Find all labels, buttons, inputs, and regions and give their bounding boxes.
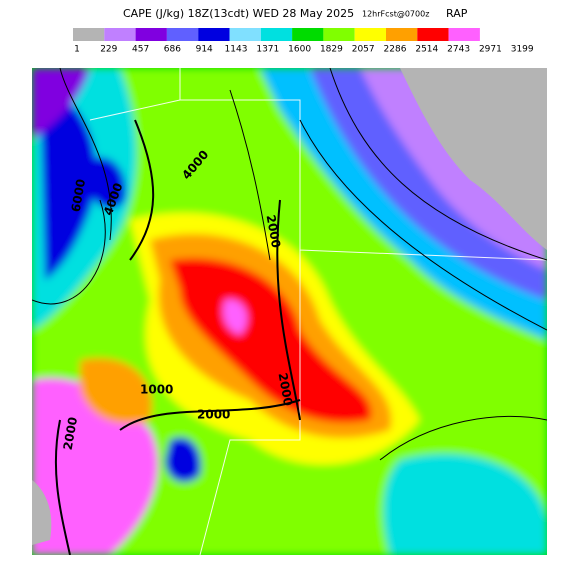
colorbar-swatch [448, 28, 480, 41]
colorbar-swatch [292, 28, 324, 41]
map: 4000 2000 6000 4000 2000 2000 1000 2000 [32, 68, 547, 555]
colorbar-label: 1 [74, 45, 80, 55]
colorbar-label: 1371 [256, 45, 279, 55]
contour-label: 1000 [140, 383, 173, 397]
colorbar-label: 2286 [384, 45, 407, 55]
contour-label: 2000 [276, 372, 296, 407]
colorbar-swatch [386, 28, 418, 41]
colorbar-swatch [166, 28, 199, 41]
cape-region [32, 68, 90, 140]
colorbar-swatch [229, 28, 261, 41]
colorbar-swatch [73, 28, 105, 41]
colorbar-label: 914 [196, 45, 213, 55]
colorbar-swatch [135, 28, 167, 41]
contour-label: 2000 [264, 214, 284, 249]
state-border [89, 99, 301, 555]
colorbar-label: 2057 [352, 45, 375, 55]
cape-region [165, 437, 201, 483]
colorbar-label: 686 [164, 45, 181, 55]
colorbar-swatch [260, 28, 293, 41]
colorbar-label: 1600 [288, 45, 311, 55]
title: CAPE (J/kg) 18Z(13cdt) WED 28 May 2025 [123, 7, 354, 20]
contour-line [32, 68, 547, 461]
colorbar-label: 3199 [511, 45, 534, 55]
no-data-region [32, 480, 52, 545]
colorbar-label: 2514 [415, 45, 438, 55]
cape-region [170, 258, 372, 423]
colorbar-swatch [198, 28, 230, 41]
cape-region [383, 453, 547, 555]
forecast-label: 12hrFcst@0700z [362, 10, 429, 19]
colorbar-swatch [354, 28, 386, 41]
colorbar-label: 1143 [225, 45, 248, 55]
model-label: RAP [446, 7, 468, 20]
colorbar: 1 229 457 686 914 1143 1371 1600 1829 2057 2286 251… [73, 28, 534, 55]
contour-label: 2000 [197, 408, 230, 422]
cape-region [80, 358, 152, 424]
colorbar-label: 2971 [479, 45, 502, 55]
cape-region [90, 157, 126, 209]
colorbar-swatch [104, 28, 136, 41]
state-border [179, 68, 547, 261]
no-data-region [400, 68, 547, 250]
colorbar-swatch [417, 28, 449, 41]
colorbar-label: 457 [132, 45, 149, 55]
colorbar-swatch [323, 28, 355, 41]
cape-region [40, 90, 97, 280]
colorbar-label: 229 [100, 45, 117, 55]
contour-label: 6000 [69, 178, 89, 213]
contour-line [54, 119, 301, 555]
colorbar-label: 2743 [447, 45, 470, 55]
colorbar-label: 1829 [320, 45, 343, 55]
contour-label: 2000 [61, 416, 81, 451]
cape-region [223, 299, 248, 335]
